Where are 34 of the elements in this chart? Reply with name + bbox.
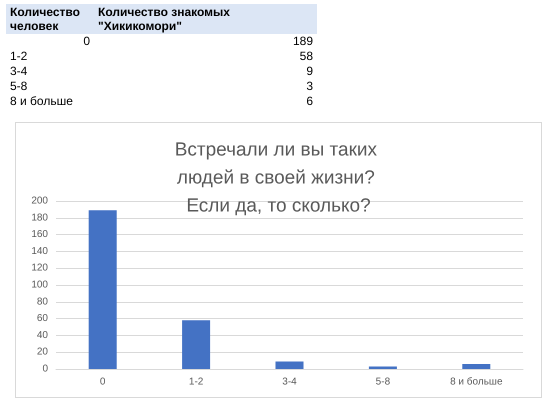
text: Количество человек [6,4,94,34]
y-tick-label: 100 [31,280,48,290]
x-tick-label: 3-4 [282,376,298,388]
data-label: 58 [298,49,314,64]
text: Количество знакомых "Хикикомори" [94,4,317,34]
bar [88,210,117,369]
y-tick-label: 0 [42,364,48,374]
category-label: 8 и больше [9,94,74,109]
y-tick-label: 160 [31,229,48,240]
category-label: 0 [82,34,91,49]
bar [275,361,304,369]
category-label: 5-8 [9,79,28,94]
x-tick-label: 5-8 [376,376,391,388]
data-label: 189 [292,34,314,49]
bar [462,364,490,369]
x-tick-label: 8 и больше [450,376,503,388]
category-label: 3-4 [9,64,28,79]
data-label: 6 [305,94,314,109]
y-tick-label: 80 [36,296,48,308]
y-tick-label: 120 [31,262,48,274]
category-label: 1-2 [9,49,28,64]
y-tick-label: 200 [31,196,48,206]
bar [368,366,397,369]
x-tick-label: 1-2 [188,376,204,388]
chart-title: Встречали ли вы таких людей в своей жизни? Если да, то сколько? [174,140,382,216]
y-tick-label: 40 [36,330,48,341]
y-tick-label: 60 [36,313,48,324]
data-label: 9 [305,64,314,79]
x-tick-label: 0 [100,376,106,388]
bar [182,320,210,369]
y-tick-label: 140 [31,246,48,257]
data-label: 3 [305,79,314,94]
y-tick-label: 20 [36,346,48,358]
y-tick-label: 180 [31,212,48,224]
